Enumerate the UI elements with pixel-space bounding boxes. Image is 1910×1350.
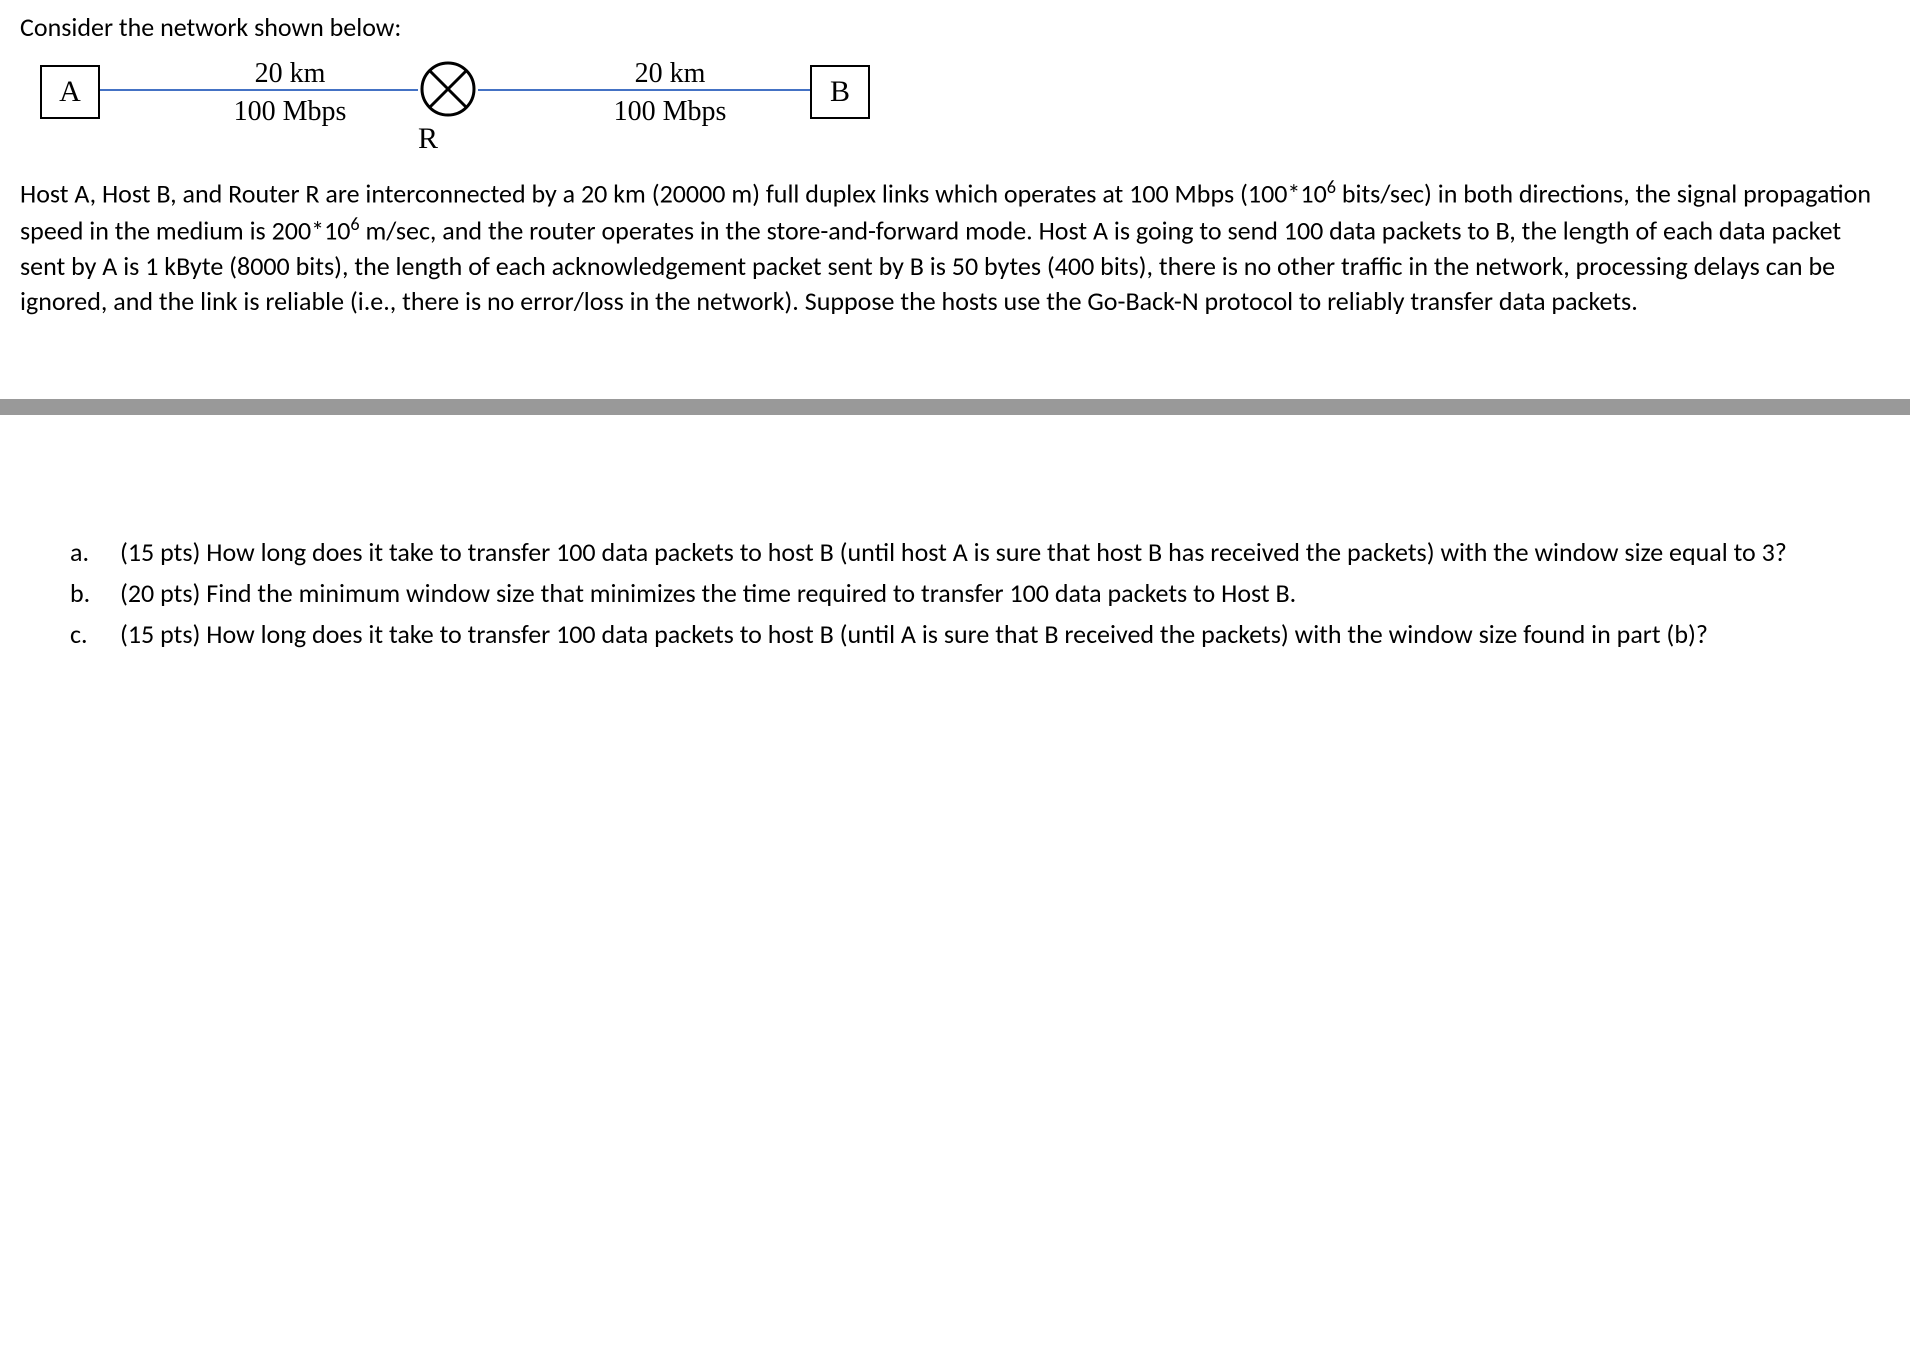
question-b-marker: b. xyxy=(70,576,110,611)
node-a: A xyxy=(40,65,100,119)
question-list: a. (15 pts) How long does it take to tra… xyxy=(20,535,1890,652)
link2-rate: 100 Mbps xyxy=(570,93,770,131)
page-separator xyxy=(0,399,1910,415)
router-label: R xyxy=(418,119,438,160)
intro-text: Consider the network shown below: xyxy=(20,10,1890,45)
question-c-marker: c. xyxy=(70,617,110,652)
question-b: b. (20 pts) Find the minimum window size… xyxy=(120,576,1890,611)
node-b-label: B xyxy=(830,72,850,113)
link2-distance: 20 km xyxy=(570,55,770,93)
link1-distance: 20 km xyxy=(190,55,390,93)
question-b-text: (20 pts) Find the minimum window size th… xyxy=(120,577,1296,609)
question-a-text: (15 pts) How long does it take to transf… xyxy=(120,536,1787,568)
link1-rate: 100 Mbps xyxy=(190,93,390,131)
router-icon xyxy=(420,61,476,117)
network-diagram: A R B 20 km 100 Mbps 20 km 100 Mbps xyxy=(20,55,1890,165)
node-b: B xyxy=(810,65,870,119)
question-c: c. (15 pts) How long does it take to tra… xyxy=(120,617,1890,652)
question-c-text: (15 pts) How long does it take to transf… xyxy=(120,618,1708,650)
question-a-marker: a. xyxy=(70,535,110,570)
question-a: a. (15 pts) How long does it take to tra… xyxy=(120,535,1890,570)
page: Consider the network shown below: A R B … xyxy=(0,0,1910,698)
problem-body: Host A, Host B, and Router R are interco… xyxy=(20,175,1890,319)
node-a-label: A xyxy=(59,72,81,113)
